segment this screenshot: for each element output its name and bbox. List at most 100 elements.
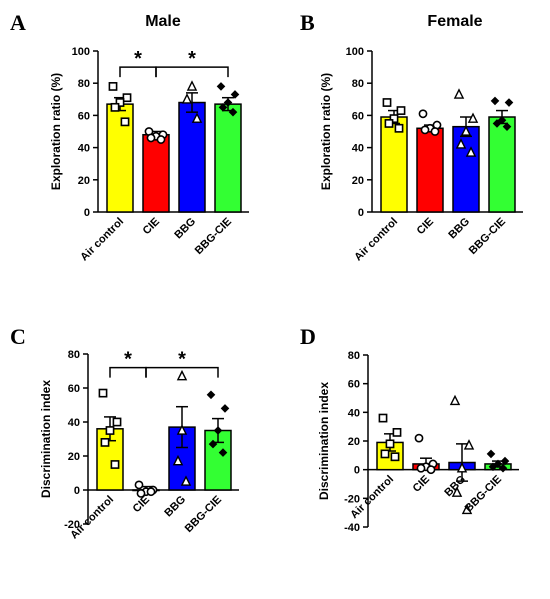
data-point: [108, 82, 118, 91]
data-point: [418, 109, 428, 119]
category-label: CIE: [411, 473, 432, 494]
significance-bracket: [145, 366, 219, 378]
category-label: BBG-CIE: [463, 473, 504, 514]
data-point: [467, 112, 479, 123]
bar-cie: [416, 127, 444, 213]
y-tick-label: 40: [78, 143, 90, 155]
data-point: [186, 80, 198, 91]
data-point: [146, 133, 156, 143]
data-point: [172, 454, 184, 466]
data-point: [465, 146, 477, 157]
data-point: [463, 439, 475, 450]
panel-letter: C: [10, 324, 26, 349]
data-point: [134, 480, 144, 490]
data-point: [216, 82, 226, 91]
y-tick-label: 40: [348, 407, 360, 419]
y-tick-label: 40: [68, 417, 80, 429]
data-point: [218, 448, 228, 457]
y-axis-label: Exploration ratio (%): [319, 73, 333, 190]
panel-letter: A: [10, 10, 26, 35]
category-label: BBG: [172, 216, 198, 242]
y-tick-label: 80: [68, 349, 80, 361]
data-point: [461, 503, 473, 515]
data-point: [115, 98, 125, 107]
category-label: CIE: [415, 216, 436, 237]
y-tick-label: 0: [358, 207, 364, 219]
bar-bbg: [452, 125, 480, 213]
data-point: [490, 96, 500, 106]
data-point: [492, 119, 502, 128]
bar-bbg: [168, 426, 196, 491]
category-label: BBG: [446, 216, 472, 242]
data-point: [110, 102, 120, 112]
data-point: [384, 119, 394, 128]
data-point: [449, 394, 461, 406]
y-tick-label: 20: [78, 175, 90, 187]
data-point: [380, 449, 390, 459]
y-axis-label: Discrimination index: [39, 380, 53, 498]
bar-bbg-cie: [488, 116, 516, 213]
data-point: [136, 488, 146, 498]
y-axis-label: Exploration ratio (%): [49, 73, 63, 190]
bar-cie: [142, 133, 170, 213]
panel-letter: D: [300, 324, 316, 349]
data-point: [504, 98, 514, 107]
data-point: [180, 475, 192, 486]
data-point: [456, 462, 468, 473]
y-tick-label: 100: [72, 46, 90, 58]
chart-panel-c: C Discrimination index -20 0 20 40 60 80 Air con…: [10, 324, 239, 541]
category-label: BBG-CIE: [193, 216, 234, 257]
data-point: [394, 123, 404, 133]
y-tick-label: 20: [348, 436, 360, 448]
y-tick-label: 80: [78, 78, 90, 90]
significance-star: *: [188, 48, 196, 70]
significance-star: *: [178, 349, 186, 371]
data-point: [498, 463, 508, 473]
chart-panel-b: B Female Exploration ratio (%) 0 20 40 60 80 100…: [300, 10, 523, 263]
y-tick-label: 60: [352, 110, 364, 122]
data-point: [120, 117, 130, 127]
data-point: [105, 426, 115, 435]
data-point: [497, 115, 507, 125]
panel-letter: B: [300, 10, 315, 35]
data-point: [392, 427, 402, 437]
y-tick-label: 80: [348, 350, 360, 362]
y-tick-label: 20: [68, 451, 80, 463]
data-point: [98, 388, 108, 398]
data-point: [223, 98, 233, 107]
y-tick-label: 80: [352, 78, 364, 90]
data-point: [414, 433, 424, 443]
data-point: [146, 487, 156, 497]
data-point: [451, 486, 463, 497]
y-tick-label: 60: [348, 379, 360, 391]
category-label: BBG-CIE: [183, 494, 224, 535]
data-point: [228, 107, 238, 117]
data-point: [220, 404, 230, 413]
category-label: BBG: [162, 494, 188, 520]
chart-panel-a: A Male Exploration ratio (%) 0 20 40 60 80 100 Ai…: [10, 10, 249, 263]
data-point: [218, 103, 228, 112]
data-point: [122, 93, 132, 103]
panel-title: Male: [145, 13, 181, 30]
data-point: [502, 122, 512, 131]
data-point: [390, 452, 400, 462]
data-point: [430, 127, 440, 136]
bar-bbg-cie: [214, 103, 242, 213]
data-point: [191, 112, 203, 123]
data-point: [389, 114, 399, 124]
data-point: [100, 437, 110, 447]
y-tick-label: 60: [78, 110, 90, 122]
significance-bracket: [155, 66, 229, 78]
panel-title: Female: [427, 13, 482, 30]
y-tick-label: 0: [74, 485, 80, 497]
category-label: Air control: [68, 494, 116, 542]
data-point: [382, 98, 392, 107]
data-point: [453, 88, 465, 99]
category-label: Air control: [78, 216, 126, 264]
data-point: [176, 369, 188, 381]
data-point: [426, 465, 436, 475]
data-point: [378, 413, 388, 423]
data-point: [500, 456, 510, 466]
y-tick-label: -20: [344, 493, 360, 505]
y-tick-label: -40: [344, 522, 360, 534]
